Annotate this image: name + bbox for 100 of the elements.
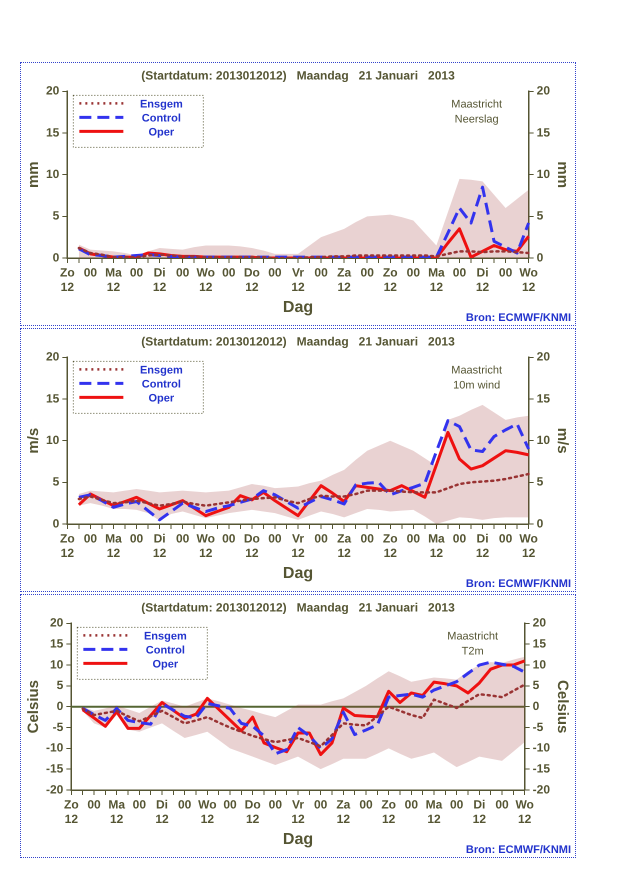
text: Bron: ECMWF/KNMI bbox=[466, 312, 571, 324]
legend-label: Control bbox=[146, 644, 185, 656]
x-tick-label: Wo 12 bbox=[196, 532, 215, 560]
x-tick-label: 00 bbox=[222, 532, 236, 546]
y2-tick-label: 20 bbox=[536, 350, 550, 364]
chart-title: (Startdatum: 2013012012) Maandag 21 Januari 2013 bbox=[141, 68, 456, 83]
y2-tick-label: -20 bbox=[532, 782, 550, 796]
y2-tick-label: 5 bbox=[532, 678, 540, 692]
y-tick-label: 5 bbox=[52, 474, 60, 489]
y2-tick-label: 0 bbox=[536, 250, 544, 264]
x-tick-label: Di 12 bbox=[472, 798, 486, 826]
x-tick-label: 00 bbox=[132, 798, 146, 812]
y-axis-title: m/s bbox=[25, 428, 42, 454]
annotation: T2m bbox=[462, 645, 484, 658]
x-tick-label: 00 bbox=[360, 266, 374, 280]
x-tick-label: 00 bbox=[406, 532, 420, 546]
x-tick-label: 00 bbox=[84, 532, 98, 546]
legend-label: Control bbox=[142, 112, 181, 124]
line-series bbox=[81, 683, 526, 748]
x-tick-label: Zo 12 bbox=[382, 532, 398, 560]
y2-tick-label: 15 bbox=[536, 125, 550, 140]
x-tick-label: Vr 12 bbox=[291, 532, 305, 560]
x-tick-label: Do 12 bbox=[244, 798, 261, 826]
y2-tick-label: 20 bbox=[532, 616, 546, 630]
x-tick-label: 00 bbox=[268, 798, 282, 812]
x-tick-label: 00 bbox=[178, 798, 192, 812]
x-tick-label: Do 12 bbox=[244, 532, 260, 560]
x-axis-title: Dag bbox=[282, 830, 314, 848]
x-tick-label: Ma 12 bbox=[428, 266, 446, 294]
x-tick-label: Zo 12 bbox=[60, 266, 75, 294]
x-tick-label: Di 12 bbox=[476, 532, 490, 560]
x-tick-label: 00 bbox=[222, 266, 236, 280]
y-tick-label: 10 bbox=[46, 167, 60, 182]
y-tick-label: 20 bbox=[46, 350, 60, 364]
y-tick-label: 0 bbox=[52, 516, 60, 530]
x-axis-title: Dag bbox=[282, 564, 314, 582]
y-tick-label: 10 bbox=[50, 657, 64, 672]
x-tick-label: 00 bbox=[450, 798, 464, 812]
x-tick-label: 00 bbox=[498, 266, 513, 280]
x-tick-label: Vr 12 bbox=[291, 798, 305, 826]
annotation: 10m wind bbox=[453, 379, 500, 392]
x-tick-label: Zo 12 bbox=[64, 798, 79, 826]
x-tick-label: Wo 12 bbox=[519, 532, 538, 560]
y2-tick-label: 15 bbox=[536, 391, 550, 406]
x-tick-label: 00 bbox=[268, 266, 282, 280]
legend-label: Oper bbox=[148, 126, 175, 138]
y2-tick-label: 20 bbox=[536, 84, 550, 98]
legend-label: Ensgem bbox=[144, 630, 187, 642]
y2-tick-label: 5 bbox=[536, 474, 544, 489]
line-series bbox=[78, 246, 530, 258]
y-tick-label: -10 bbox=[46, 740, 64, 755]
y-tick-label: -20 bbox=[46, 782, 64, 796]
x-tick-label: 00 bbox=[498, 532, 513, 546]
x-tick-label: Ma 12 bbox=[426, 798, 443, 826]
annotation: Maastricht bbox=[451, 364, 502, 376]
y2-tick-label: 10 bbox=[532, 657, 546, 672]
y2-axis-title: m/s bbox=[554, 428, 571, 454]
x-tick-label: Wo 12 bbox=[515, 798, 534, 826]
y2-tick-label: 15 bbox=[532, 636, 546, 651]
y-axis-title: Celsius bbox=[25, 680, 42, 734]
x-tick-label: 00 bbox=[130, 532, 144, 546]
y2-axis-title: mm bbox=[554, 161, 571, 188]
y-tick-label: 10 bbox=[46, 433, 60, 448]
x-tick-label: Di 12 bbox=[152, 266, 167, 294]
annotation: Maastricht bbox=[451, 98, 502, 110]
y2-tick-label: -15 bbox=[532, 761, 550, 776]
chart-title: (Startdatum: 2013012012) Maandag 21 Januari 2013 bbox=[141, 334, 456, 349]
annotation: Maastricht bbox=[447, 630, 498, 642]
y2-tick-label: -5 bbox=[532, 720, 544, 734]
x-tick-label: 00 bbox=[495, 798, 509, 812]
x-tick-label: 00 bbox=[406, 266, 420, 280]
x-tick-label: 00 bbox=[130, 266, 144, 280]
y-axis-title: mm bbox=[25, 161, 42, 188]
x-tick-label: Zo 12 bbox=[382, 266, 398, 294]
x-tick-label: Za 12 bbox=[337, 266, 352, 294]
x-tick-label: 00 bbox=[268, 532, 282, 546]
chart-title: (Startdatum: 2013012012) Maandag 21 Januari 2013 bbox=[141, 600, 456, 615]
y2-axis-title: Celsius bbox=[554, 680, 571, 734]
y-tick-label: 15 bbox=[50, 636, 64, 651]
x-tick-label: Do 12 bbox=[244, 266, 260, 294]
x-tick-label: Za 12 bbox=[337, 532, 352, 560]
x-tick-label: Di 12 bbox=[152, 532, 167, 560]
y-tick-label: -5 bbox=[52, 720, 64, 734]
x-axis-title: Dag bbox=[282, 298, 314, 316]
x-tick-label: 00 bbox=[314, 266, 328, 280]
y2-tick-label: 10 bbox=[536, 433, 550, 448]
x-tick-label: 00 bbox=[452, 532, 466, 546]
y-tick-label: 5 bbox=[56, 678, 64, 692]
y-tick-label: 0 bbox=[52, 250, 60, 264]
legend-label: Ensgem bbox=[140, 364, 183, 376]
y2-tick-label: 0 bbox=[532, 699, 540, 714]
annotation: Neerslag bbox=[454, 113, 499, 126]
x-tick-label: Ma 12 bbox=[105, 532, 122, 560]
y-tick-label: 20 bbox=[46, 84, 60, 98]
legend-label: Control bbox=[142, 378, 181, 390]
line-series bbox=[78, 472, 530, 507]
x-tick-label: Wo 12 bbox=[519, 266, 538, 294]
y-tick-label: 15 bbox=[46, 391, 60, 406]
x-tick-label: 00 bbox=[314, 798, 328, 812]
x-tick-label: 00 bbox=[314, 532, 328, 546]
